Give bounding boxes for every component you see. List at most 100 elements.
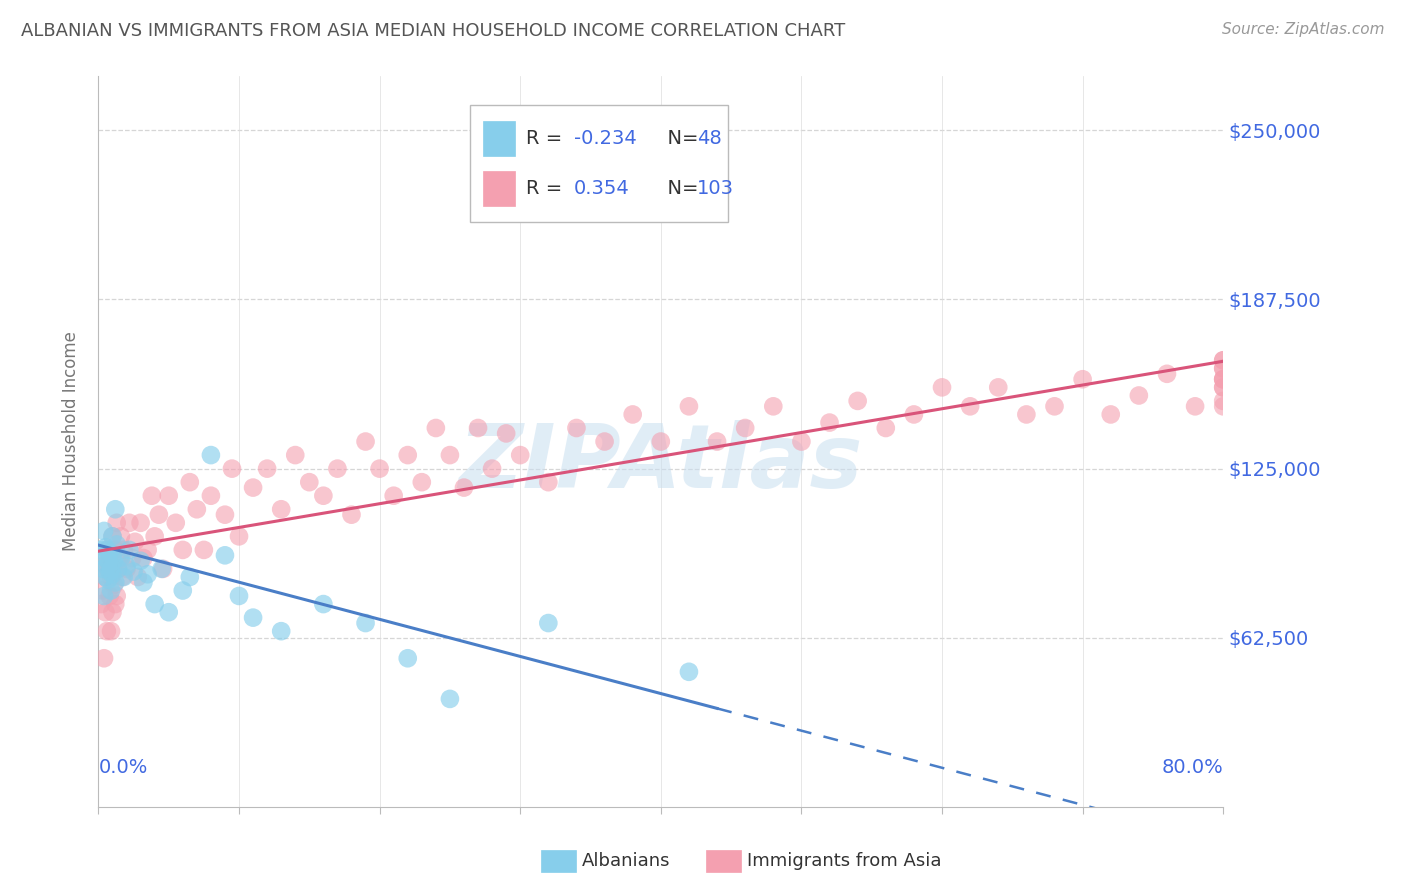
- Point: [97, 562, 120, 576]
- Point: [593, 434, 616, 449]
- Point: [101, 529, 124, 543]
- Point: [91, 562, 114, 576]
- Point: [127, 570, 149, 584]
- Point: [98, 565, 121, 579]
- Point: [959, 400, 981, 414]
- Point: [193, 542, 215, 557]
- Point: [98, 589, 121, 603]
- Point: [411, 475, 433, 490]
- Point: [143, 529, 166, 543]
- Point: [1212, 400, 1234, 414]
- Point: [93, 524, 115, 538]
- Point: [396, 448, 419, 462]
- Point: [1043, 400, 1066, 414]
- Text: 0.354: 0.354: [574, 179, 630, 198]
- Point: [439, 692, 461, 706]
- Point: [98, 551, 121, 566]
- Point: [118, 516, 141, 530]
- Point: [354, 434, 377, 449]
- Point: [172, 583, 194, 598]
- Point: [1212, 380, 1234, 394]
- Point: [382, 489, 405, 503]
- Point: [621, 408, 644, 422]
- Point: [97, 573, 120, 587]
- Text: 48: 48: [697, 129, 721, 148]
- Point: [96, 559, 118, 574]
- Point: [1212, 372, 1234, 386]
- Text: 0.0%: 0.0%: [98, 758, 148, 778]
- Point: [221, 461, 243, 475]
- Point: [96, 624, 118, 639]
- Point: [104, 575, 127, 590]
- Point: [242, 610, 264, 624]
- Point: [312, 597, 335, 611]
- Point: [96, 542, 118, 557]
- Text: ALBANIAN VS IMMIGRANTS FROM ASIA MEDIAN HOUSEHOLD INCOME CORRELATION CHART: ALBANIAN VS IMMIGRANTS FROM ASIA MEDIAN …: [21, 22, 845, 40]
- Point: [340, 508, 363, 522]
- Point: [1156, 367, 1178, 381]
- Point: [1015, 408, 1038, 422]
- Point: [143, 597, 166, 611]
- Point: [425, 421, 447, 435]
- Point: [110, 529, 132, 543]
- Point: [121, 551, 143, 566]
- Point: [565, 421, 588, 435]
- Point: [875, 421, 897, 435]
- Point: [481, 461, 503, 475]
- Point: [270, 624, 292, 639]
- Point: [987, 380, 1010, 394]
- Point: [91, 583, 114, 598]
- Point: [104, 597, 127, 611]
- Point: [903, 408, 925, 422]
- Point: [200, 489, 222, 503]
- Point: [97, 542, 120, 557]
- Point: [107, 562, 129, 576]
- Point: [103, 578, 125, 592]
- Point: [108, 551, 131, 566]
- Point: [453, 481, 475, 495]
- Point: [115, 559, 138, 574]
- Point: [150, 562, 173, 576]
- Point: [1212, 372, 1234, 386]
- Point: [931, 380, 953, 394]
- Point: [179, 570, 201, 584]
- Point: [93, 651, 115, 665]
- Point: [284, 448, 307, 462]
- Point: [90, 542, 112, 557]
- Text: -0.234: -0.234: [574, 129, 637, 148]
- Point: [1212, 361, 1234, 376]
- Point: [734, 421, 756, 435]
- Point: [110, 551, 132, 566]
- Point: [1071, 372, 1094, 386]
- Point: [650, 434, 672, 449]
- Point: [354, 615, 377, 630]
- Point: [107, 562, 129, 576]
- Point: [1184, 400, 1206, 414]
- Point: [122, 565, 145, 579]
- Point: [124, 534, 146, 549]
- Point: [509, 448, 531, 462]
- Point: [112, 570, 135, 584]
- Text: R =: R =: [526, 179, 568, 198]
- Text: 103: 103: [697, 179, 734, 198]
- Point: [101, 605, 124, 619]
- Point: [467, 421, 489, 435]
- Point: [105, 516, 128, 530]
- Point: [368, 461, 391, 475]
- Point: [1212, 353, 1234, 368]
- Point: [141, 489, 163, 503]
- Point: [1212, 380, 1234, 394]
- Point: [298, 475, 321, 490]
- Point: [104, 502, 127, 516]
- Point: [94, 605, 117, 619]
- Point: [537, 615, 560, 630]
- Point: [112, 542, 135, 557]
- Point: [90, 597, 112, 611]
- Point: [1212, 372, 1234, 386]
- Text: R =: R =: [526, 129, 568, 148]
- Text: Albanians: Albanians: [582, 852, 671, 870]
- Point: [152, 562, 174, 576]
- Point: [94, 570, 117, 584]
- Point: [537, 475, 560, 490]
- Point: [790, 434, 813, 449]
